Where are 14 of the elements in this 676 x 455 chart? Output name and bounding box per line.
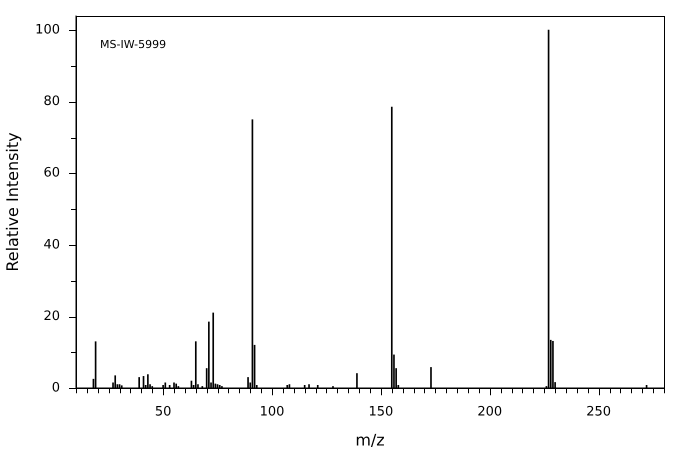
y-tick-label: 40	[43, 237, 60, 252]
x-tick-label: 250	[586, 404, 612, 420]
y-axis-title: Relative Intensity	[2, 132, 22, 272]
y-tick-label: 0	[52, 380, 60, 396]
x-axis-title: m/z	[355, 430, 385, 450]
x-tick-label: 200	[477, 404, 502, 420]
annotation: MS-IW-5999	[100, 38, 166, 52]
y-tick-label: 60	[43, 166, 60, 181]
x-tick-label: 50	[154, 404, 172, 420]
x-tick-label: 150	[368, 404, 394, 420]
y-tick-label: 80	[43, 94, 60, 110]
y-tick-label: 20	[43, 308, 60, 324]
x-tick-label: 100	[260, 404, 284, 420]
y-tick-label: 100	[35, 22, 60, 38]
